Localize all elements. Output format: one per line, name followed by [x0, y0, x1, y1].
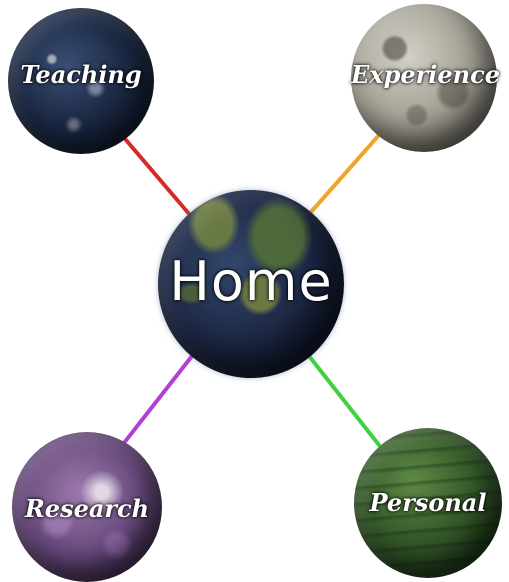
- research-planet-link[interactable]: Research: [12, 432, 162, 582]
- experience-label: Experience: [351, 60, 501, 89]
- research-label: Research: [24, 494, 150, 523]
- connector-teaching: [124, 138, 192, 217]
- personal-planet-link[interactable]: Personal: [354, 428, 502, 578]
- teaching-label: Teaching: [20, 60, 142, 89]
- connector-experience: [309, 132, 382, 214]
- connector-research: [122, 354, 194, 445]
- teaching-planet-link[interactable]: Teaching: [8, 8, 154, 154]
- experience-planet-link[interactable]: Experience: [351, 4, 501, 152]
- home-label: Home: [169, 250, 333, 313]
- personal-label: Personal: [369, 488, 487, 517]
- connector-personal: [307, 354, 381, 447]
- home-planet-link[interactable]: Home: [158, 190, 344, 378]
